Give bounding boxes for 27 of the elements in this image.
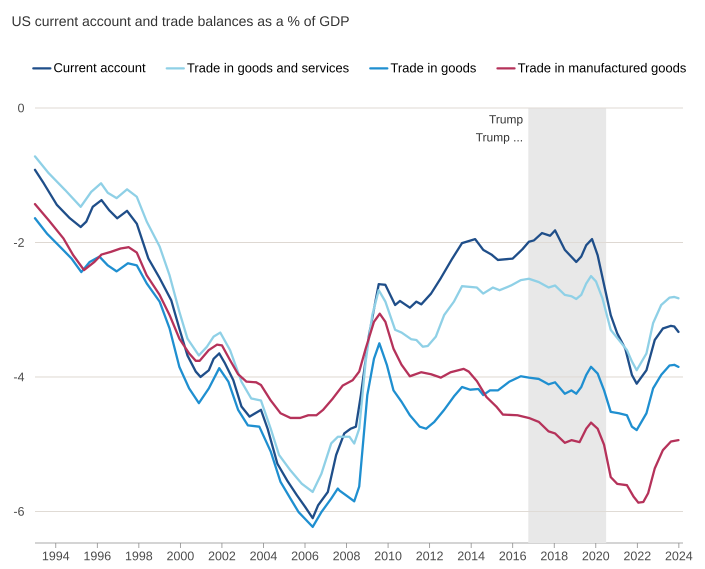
x-tick-label: 2002: [208, 552, 236, 560]
band-label: Trump: [489, 115, 523, 126]
x-tick-label: 1994: [42, 552, 70, 560]
x-tick-label: 2000: [167, 552, 194, 560]
x-tick-label: 1998: [126, 552, 152, 560]
annotation: Trump ...: [476, 133, 522, 144]
legend-label: Trade in manufactured goods: [518, 62, 686, 76]
chart-title: US current account and trade balances as a % of GDP: [12, 16, 349, 26]
x-tick-label: 2018: [541, 552, 568, 560]
x-tick-label: 2020: [582, 552, 610, 560]
x-tick-label: 2024: [666, 552, 692, 560]
legend-label: Trade in goods and services: [187, 62, 349, 76]
y-tick-label: -6: [14, 507, 24, 516]
x-tick-label: 2004: [250, 552, 277, 560]
x-tick-label: 2012: [416, 552, 443, 560]
y-tick-label: -4: [14, 372, 24, 382]
x-tick-label: 2016: [499, 552, 526, 560]
x-tick-label: 2010: [374, 552, 402, 560]
y-tick-label: -2: [14, 238, 24, 247]
x-tick-label: 2006: [292, 552, 318, 560]
x-tick-label: 1996: [84, 552, 111, 560]
legend-label: Trade in goods: [390, 62, 476, 76]
legend-label: Current account: [54, 63, 146, 72]
y-tick-label: 0: [18, 104, 24, 112]
x-tick-label: 2014: [458, 552, 485, 560]
x-tick-label: 2022: [624, 552, 651, 560]
x-tick-label: 2008: [333, 552, 360, 560]
